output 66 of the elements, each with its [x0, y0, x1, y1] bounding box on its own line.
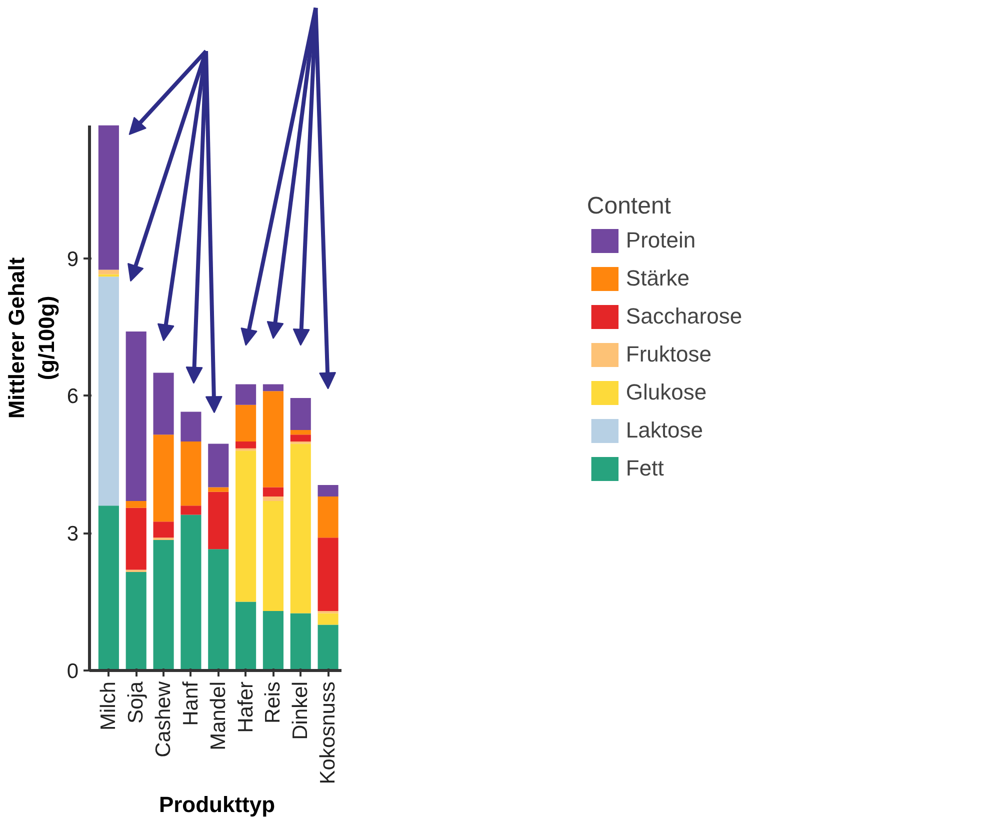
legend-label: Fett: [626, 455, 664, 481]
bar: [98, 270, 119, 274]
legend-title: Content: [586, 192, 672, 220]
bar: [208, 444, 229, 488]
legend-label: Laktose: [626, 417, 703, 443]
y-axis-title: Mittlerer Gehalt (g/100g): [4, 256, 59, 419]
bar: [153, 434, 174, 522]
legend-label: Saccharose: [626, 303, 742, 329]
bar: [262, 496, 284, 502]
bar: [180, 441, 202, 506]
x-tick-label: Soja: [124, 681, 148, 724]
bar: [236, 450, 256, 602]
bar: [262, 610, 284, 670]
y-tick-label: 3: [66, 522, 79, 546]
x-tick-label: Cashew: [152, 680, 176, 758]
x-tick-label: Reis: [262, 681, 285, 724]
x-tick-label: Hafer: [234, 681, 258, 733]
y-tick-label: 0: [66, 660, 79, 683]
bar: [318, 496, 338, 538]
legend-label: Glukose: [626, 379, 707, 405]
bar: [180, 506, 202, 515]
bar: [262, 384, 284, 392]
x-tick-label: Hanf: [179, 681, 202, 726]
bar: [262, 501, 284, 611]
bar: [290, 398, 311, 430]
bar: [126, 572, 146, 670]
bar: [208, 492, 229, 550]
x-tick-label: Dinkel: [289, 681, 312, 740]
bar: [180, 514, 202, 670]
bar: [126, 332, 146, 502]
bar: [290, 444, 311, 614]
bar: [318, 624, 338, 670]
x-tick-label: Mandel: [206, 681, 230, 750]
bar: [262, 391, 284, 488]
bar: [290, 613, 311, 670]
bar: [318, 538, 338, 611]
bar: [262, 487, 284, 496]
bar: [153, 372, 174, 435]
bar: [290, 434, 311, 442]
bar: [180, 412, 202, 442]
bar: [126, 570, 146, 572]
bar: [153, 540, 174, 670]
bar: [236, 441, 256, 448]
x-axis-title: Produkttyp: [158, 792, 276, 818]
x-tick-label: Milch: [97, 681, 120, 731]
bar: [153, 522, 174, 538]
bar: [290, 441, 311, 444]
bar: [208, 487, 229, 492]
bar: [236, 404, 256, 442]
y-tick-label: 6: [66, 385, 79, 408]
x-tick-label: Kokosnuss: [316, 681, 340, 784]
bar: [98, 125, 119, 270]
bar: [208, 549, 229, 670]
bar: [126, 508, 146, 570]
bar: [236, 384, 256, 405]
bar: [318, 613, 338, 625]
bar: [98, 276, 119, 506]
bar: [236, 602, 256, 670]
legend-label: Protein: [626, 227, 696, 253]
bar: [290, 430, 311, 435]
y-tick-label: 9: [66, 248, 79, 271]
legend-label: Stärke: [626, 265, 690, 291]
bar: [318, 484, 338, 496]
bar: [98, 506, 119, 670]
legend-label: Fruktose: [626, 341, 712, 367]
bar: [126, 501, 146, 508]
